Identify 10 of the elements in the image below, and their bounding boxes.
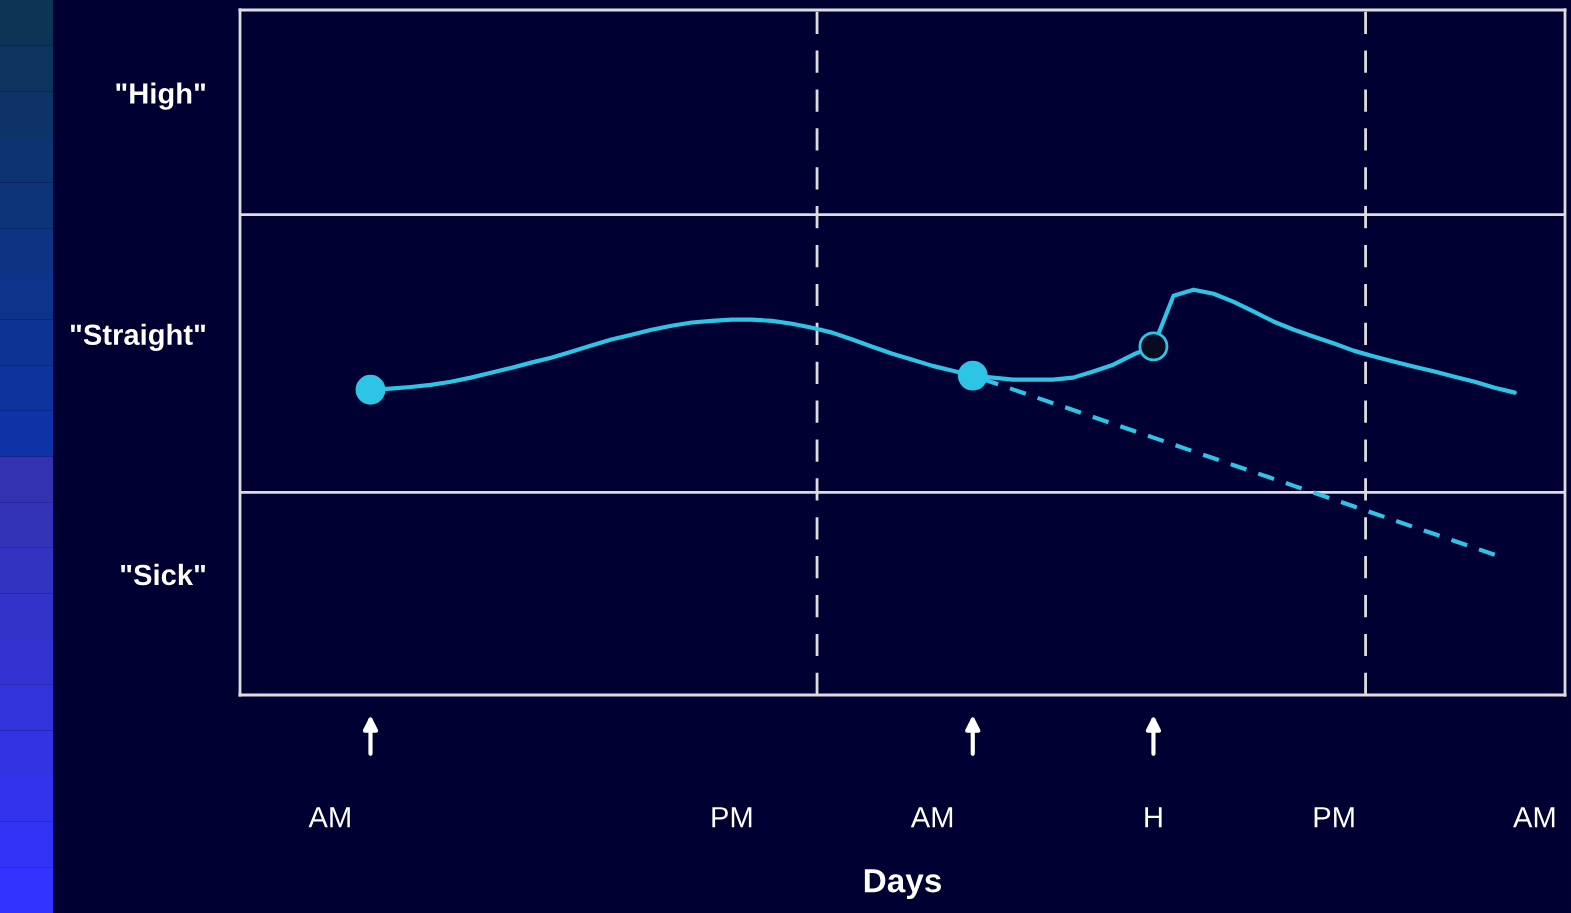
x-tick-label: PM <box>712 807 752 828</box>
text: "High" <box>116 82 205 110</box>
x-tick-label: AM <box>1513 807 1555 828</box>
text: "Straight" <box>70 323 205 351</box>
x-tick-label: AM <box>910 807 953 828</box>
x-tick-label: AM <box>308 807 350 828</box>
text: "Sick" <box>121 563 205 586</box>
x-axis-title: Days <box>864 869 941 900</box>
x-tick-label: PM <box>1314 807 1354 828</box>
x-tick-label: H <box>1145 807 1162 828</box>
